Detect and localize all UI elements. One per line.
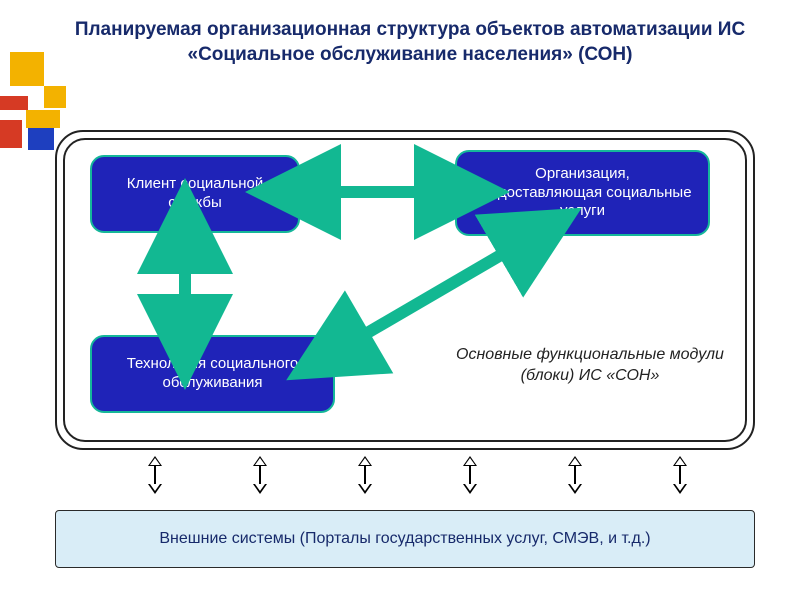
external-systems-box: Внешние системы (Порталы государственных… xyxy=(55,510,755,568)
connector-icon xyxy=(148,456,162,494)
external-systems-label: Внешние системы (Порталы государственных… xyxy=(159,530,650,548)
node-client-label: Клиент социальной службы xyxy=(104,175,286,213)
node-tech: Технология социального обслуживания xyxy=(90,335,335,413)
modules-caption: Основные функциональные модули (блоки) И… xyxy=(455,345,725,387)
node-tech-label: Технология социального обслуживания xyxy=(104,355,321,393)
decor-block xyxy=(0,120,22,148)
node-org-label: Организация, предоставляющая социальные … xyxy=(469,165,696,221)
decor-block xyxy=(10,52,44,86)
node-org: Организация, предоставляющая социальные … xyxy=(455,150,710,236)
connector-icon xyxy=(673,456,687,494)
page-title: Планируемая организационная структура об… xyxy=(60,18,760,67)
decor-block xyxy=(28,128,54,150)
decor-block xyxy=(44,86,66,108)
connector-icon xyxy=(358,456,372,494)
decor-block xyxy=(0,96,28,110)
decor-block xyxy=(26,110,60,128)
connector-icon xyxy=(463,456,477,494)
connector-icon xyxy=(568,456,582,494)
node-client: Клиент социальной службы xyxy=(90,155,300,233)
connector-icon xyxy=(253,456,267,494)
